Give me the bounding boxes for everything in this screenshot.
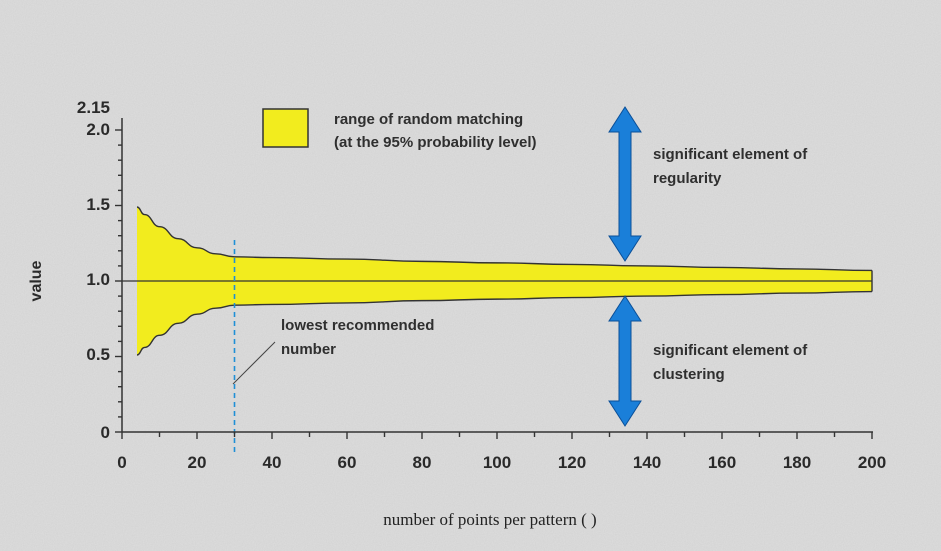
legend-label-sub: (at the 95% probability level)	[334, 134, 537, 151]
y-tick-label: 2.0	[86, 120, 110, 139]
x-tick-label: 40	[263, 453, 282, 472]
vline-label-line2: number	[281, 341, 336, 358]
x-tick-label: 160	[708, 453, 736, 472]
legend-label: range of random matching	[334, 111, 523, 128]
x-tick-label: 140	[633, 453, 661, 472]
x-tick-label: 80	[413, 453, 432, 472]
regularity-annotation: significant element of	[653, 146, 808, 163]
x-tick-label: 0	[117, 453, 126, 472]
up-arrow-icon	[608, 106, 642, 262]
x-tick-label: 20	[188, 453, 207, 472]
x-tick-label: 120	[558, 453, 586, 472]
axis-ticks	[115, 129, 873, 439]
legend-swatch	[262, 108, 309, 148]
x-tick-label: 60	[338, 453, 357, 472]
clustering-annotation: significant element of	[653, 342, 808, 359]
regularity-annotation-line2: regularity	[653, 170, 722, 187]
vline-label: lowest recommended	[281, 317, 434, 334]
y-tick-label: 0	[101, 423, 110, 442]
band-lower-edge	[136, 290, 873, 356]
y-tick-label: 1.0	[86, 270, 110, 289]
clustering-annotation-line2: clustering	[653, 366, 725, 383]
x-tick-label: 200	[858, 453, 886, 472]
x-tick-label: 100	[483, 453, 511, 472]
leader-line	[232, 341, 276, 385]
y-tick-label: 2.15	[77, 98, 110, 117]
plot-area	[122, 206, 873, 456]
y-tick-label: 0.5	[86, 345, 110, 364]
y-axis-title: value	[28, 260, 45, 301]
band-upper-edge	[136, 206, 873, 272]
down-arrow-icon	[608, 295, 642, 427]
x-tick-label: 180	[783, 453, 811, 472]
x-axis-title: number of points per pattern ( )	[383, 510, 596, 529]
y-tick-label: 1.5	[86, 195, 110, 214]
